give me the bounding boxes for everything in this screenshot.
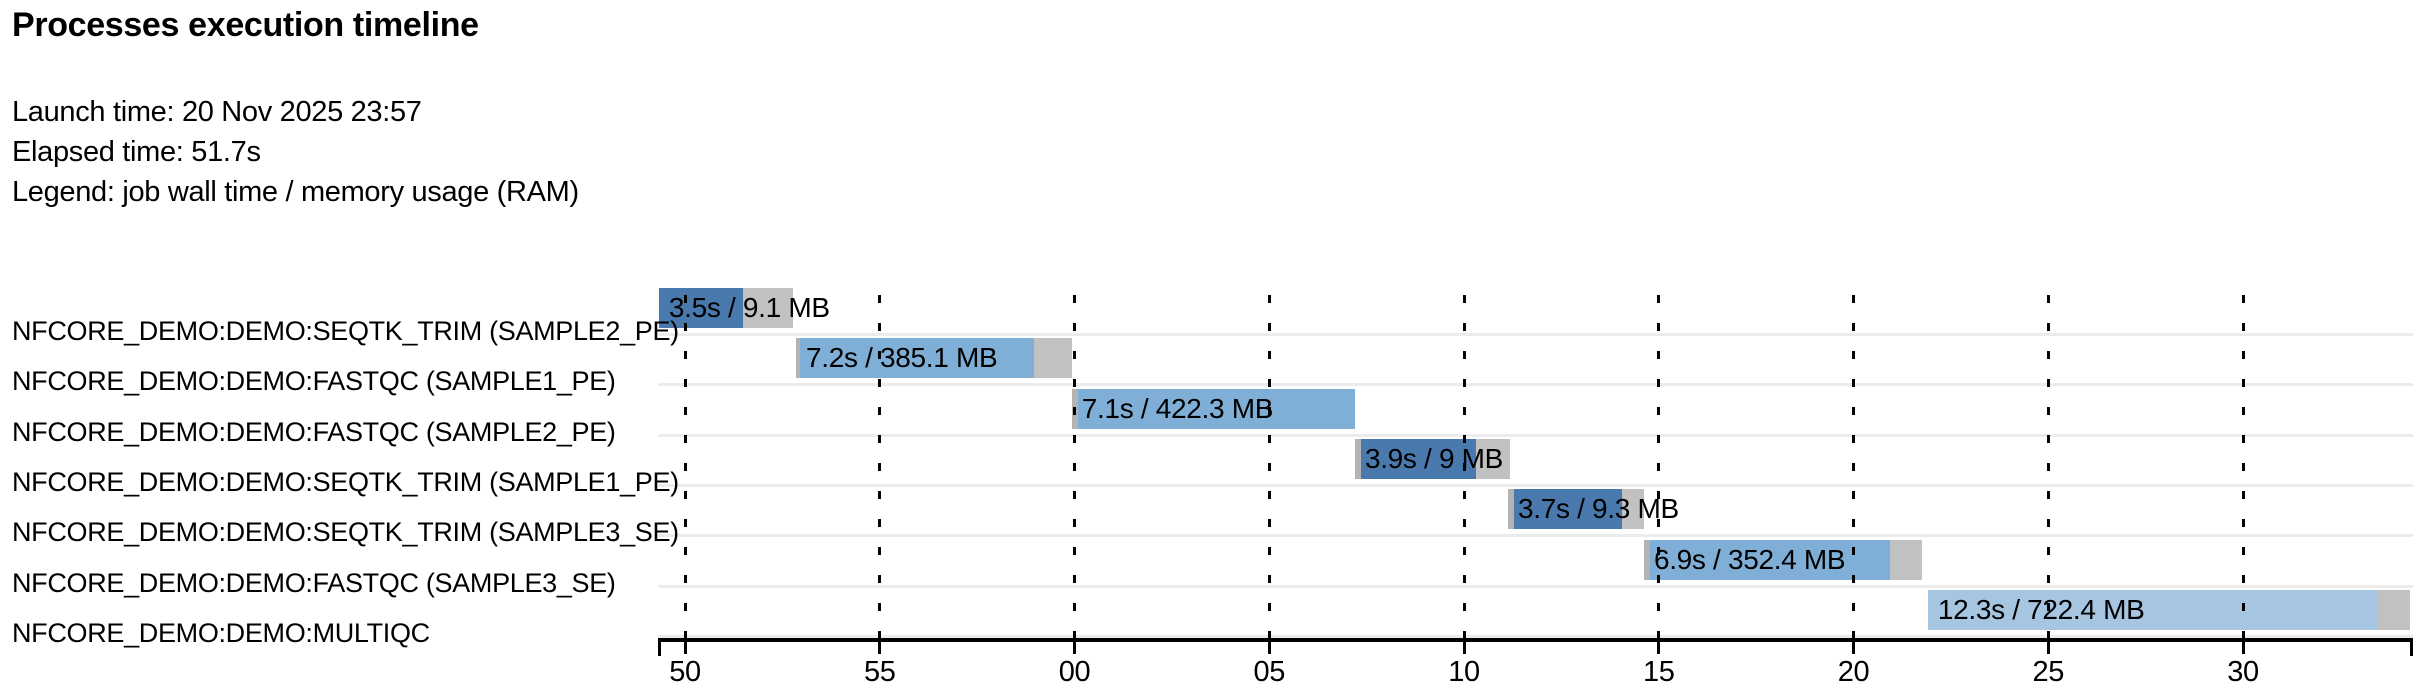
task-value-label: 6.9s / 352.4 MB bbox=[1653, 543, 1846, 575]
gridline bbox=[1462, 275, 1466, 641]
elapsed-time-label: Elapsed time: bbox=[12, 136, 184, 168]
x-axis-tick-label: 05 bbox=[1253, 656, 1286, 688]
task-bar-segment-run bbox=[799, 338, 1034, 379]
legend-label: Legend: bbox=[12, 176, 115, 208]
task-value-label: 3.5s / 9.1 MB bbox=[668, 292, 830, 323]
task-bar-segment-run bbox=[1513, 489, 1622, 530]
task-bar-segment-overhead bbox=[1621, 489, 1644, 530]
x-axis-tick bbox=[2241, 638, 2245, 654]
x-axis-tick-label: 10 bbox=[1448, 656, 1480, 688]
x-axis-tick-label: 50 bbox=[669, 656, 701, 688]
gridline bbox=[2046, 275, 2050, 641]
task-bar-segment-run bbox=[1360, 438, 1477, 479]
process-name-label: NFCORE_DEMO:DEMO:FASTQC (SAMPLE3_SE) bbox=[12, 567, 616, 598]
launch-time-value: 20 Nov 2025 23:57 bbox=[181, 96, 422, 128]
row-separator bbox=[658, 383, 2413, 387]
gridline bbox=[878, 275, 882, 641]
x-axis-tick-label: 20 bbox=[1837, 656, 1870, 688]
task-bar-segment-wait bbox=[1354, 438, 1361, 479]
task-value-label: 3.7s / 9.3 MB bbox=[1518, 493, 1679, 525]
task-bar-segment-wait bbox=[1643, 539, 1650, 580]
gridline bbox=[1267, 275, 1271, 641]
x-axis-line bbox=[658, 638, 2413, 642]
row-separator bbox=[658, 333, 2413, 336]
x-axis-tick-label: 00 bbox=[1058, 656, 1091, 688]
page-title: Processes execution timeline bbox=[12, 6, 479, 44]
x-axis-tick-label: 25 bbox=[2032, 656, 2065, 688]
x-axis-tick bbox=[1852, 638, 1855, 654]
x-axis-left-cap bbox=[658, 638, 661, 656]
task-bar-segment-wait bbox=[796, 338, 800, 379]
x-axis-tick bbox=[878, 638, 882, 654]
x-axis-tick-label: 30 bbox=[2227, 656, 2259, 688]
task-bar-segment-overhead bbox=[1476, 438, 1510, 479]
elapsed-time-value: 51.7s bbox=[191, 136, 261, 168]
process-name-label: NFCORE_DEMO:DEMO:SEQTK_TRIM (SAMPLE3_SE) bbox=[12, 517, 679, 548]
gridline bbox=[1852, 275, 1855, 641]
process-name-label: NFCORE_DEMO:DEMO:SEQTK_TRIM (SAMPLE1_PE) bbox=[12, 466, 679, 497]
task-bar-segment-wait bbox=[1508, 489, 1514, 530]
task-bar-segment-overhead bbox=[1033, 338, 1072, 379]
row-separator bbox=[658, 483, 2413, 487]
gridline bbox=[2241, 275, 2245, 641]
launch-time-line: Launch time: 20 Nov 2025 23:57 bbox=[12, 92, 579, 132]
task-value-label: 12.3s / 722.4 MB bbox=[1937, 593, 2145, 625]
task-bar-segment-overhead bbox=[2377, 589, 2410, 630]
row-separator bbox=[658, 433, 2413, 437]
task-value-label: 3.9s / 9 MB bbox=[1364, 442, 1504, 474]
process-name-label: NFCORE_DEMO:DEMO:SEQTK_TRIM (SAMPLE2_PE) bbox=[12, 316, 679, 346]
x-axis-right-cap bbox=[2410, 638, 2413, 656]
task-bar-segment-overhead bbox=[743, 288, 793, 328]
elapsed-time-line: Elapsed time: 51.7s bbox=[12, 132, 579, 172]
process-name-label: NFCORE_DEMO:DEMO:MULTIQC bbox=[12, 617, 430, 648]
task-value-label: 7.2s / 385.1 MB bbox=[806, 342, 998, 374]
task-value-label: 7.1s / 422.3 MB bbox=[1081, 392, 1274, 424]
row-separator bbox=[658, 534, 2413, 538]
report-meta: Launch time: 20 Nov 2025 23:57 Elapsed t… bbox=[12, 92, 579, 212]
task-bar-segment-run bbox=[1078, 388, 1355, 429]
row-separator bbox=[658, 584, 2413, 588]
x-axis-tick bbox=[683, 638, 687, 654]
x-axis-tick bbox=[2046, 638, 2050, 654]
task-bar-segment-run bbox=[1927, 589, 2378, 630]
x-axis-tick bbox=[1462, 638, 1466, 654]
x-axis-tick bbox=[1073, 638, 1076, 654]
x-axis-tick bbox=[1267, 638, 1271, 654]
process-name-label: NFCORE_DEMO:DEMO:FASTQC (SAMPLE2_PE) bbox=[12, 416, 616, 447]
task-bar-segment-run bbox=[658, 288, 744, 328]
gridline bbox=[1657, 275, 1661, 641]
launch-time-label: Launch time: bbox=[12, 96, 175, 128]
x-axis-tick-label: 55 bbox=[863, 656, 896, 688]
x-axis-tick-label: 15 bbox=[1642, 656, 1675, 688]
legend-value: job wall time / memory usage (RAM) bbox=[122, 176, 579, 208]
legend-line: Legend: job wall time / memory usage (RA… bbox=[12, 172, 579, 212]
process-name-label: NFCORE_DEMO:DEMO:FASTQC (SAMPLE1_PE) bbox=[12, 366, 616, 397]
task-bar-segment-overhead bbox=[1889, 539, 1922, 580]
row-separator bbox=[658, 634, 2413, 638]
task-bar-segment-run bbox=[1649, 539, 1890, 580]
gridline bbox=[1073, 275, 1076, 641]
gridline bbox=[683, 275, 687, 641]
x-axis-tick bbox=[1657, 638, 1661, 654]
